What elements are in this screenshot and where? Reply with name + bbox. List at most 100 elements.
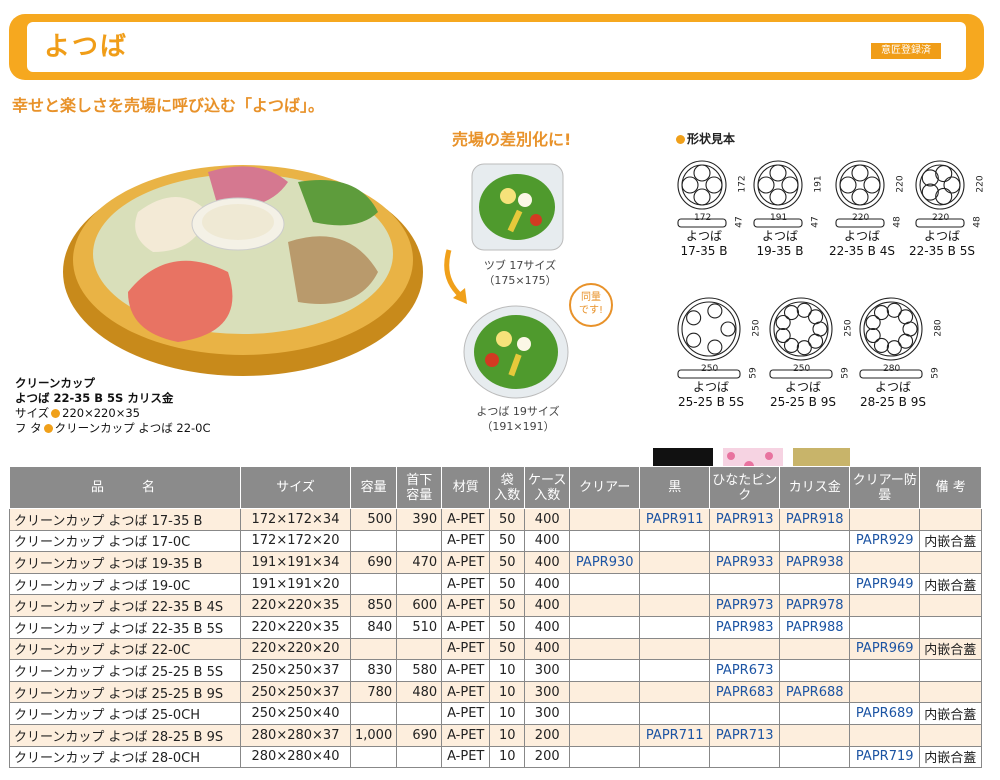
table-cell: [639, 615, 711, 639]
table-cell: A-PET: [441, 745, 491, 769]
shape-outline: [915, 160, 965, 228]
table-cell: [849, 551, 921, 574]
shape-outline: [769, 297, 833, 379]
table-cell: [919, 723, 983, 747]
table-cell: [709, 529, 781, 553]
bullet-icon: [43, 424, 53, 433]
col-black: 黒: [639, 466, 711, 509]
shape-depth: 48: [892, 216, 903, 228]
table-cell: PAPR933: [709, 551, 781, 574]
table-cell: [569, 659, 641, 682]
table-cell: クリーンカップ よつば 22-35 B 5S: [9, 615, 241, 639]
table-cell: 280×280×37: [240, 723, 351, 747]
table-row: クリーンカップ よつば 28-25 B 9S 280×280×37 1,000 690…: [9, 723, 983, 747]
shape-code: 17-35 B: [680, 244, 728, 258]
table-cell: クリーンカップ よつば 28-0CH: [9, 745, 241, 769]
col-material: 材質: [441, 466, 491, 509]
shape-label: よつば 25-25 B 5S: [668, 380, 754, 410]
item2-dims: （191×191）: [481, 420, 555, 433]
table-cell: A-PET: [441, 508, 491, 531]
table-cell: [919, 508, 983, 531]
shape-name: よつば: [685, 229, 722, 243]
table-cell: PAPR949: [849, 572, 921, 596]
shape-name: よつば: [761, 229, 798, 243]
table-cell: [779, 529, 851, 553]
table-cell: [779, 745, 851, 769]
table-cell: [569, 702, 641, 725]
caption-size-value: 220×220×35: [62, 406, 140, 420]
table-cell: 840: [349, 615, 398, 639]
table-cell: A-PET: [441, 615, 491, 639]
table-cell: 191×191×34: [240, 551, 351, 574]
table-cell: 内嵌合蓋: [919, 529, 983, 553]
table-cell: 200: [524, 745, 571, 769]
table-cell: [349, 702, 398, 725]
table-cell: PAPR918: [779, 508, 851, 531]
shape-code: 25-25 B 9S: [770, 395, 836, 409]
shape-code: 19-35 B: [756, 244, 804, 258]
table-cell: [639, 594, 711, 617]
shape-depth: 59: [840, 367, 851, 379]
table-cell: 内嵌合蓋: [919, 572, 983, 596]
item2-name: よつば 19サイズ: [476, 405, 560, 418]
table-cell: 10: [489, 659, 526, 682]
table-cell: A-PET: [441, 594, 491, 617]
table-cell: A-PET: [441, 680, 491, 704]
shape-height: 220: [975, 175, 986, 193]
table-cell: [569, 529, 641, 553]
table-cell: [396, 572, 443, 596]
table-cell: 内嵌合蓋: [919, 745, 983, 769]
table-cell: [349, 637, 398, 661]
table-cell: 50: [489, 594, 526, 617]
shape-label: よつば 25-25 B 9S: [760, 380, 846, 410]
shape-code: 22-35 B 5S: [909, 244, 975, 258]
table-cell: [639, 702, 711, 725]
table-cell: 830: [349, 659, 398, 682]
table-cell: 10: [489, 723, 526, 747]
shape-height: 250: [843, 319, 854, 337]
shape-name: よつば: [843, 229, 880, 243]
col-clear-antifog: クリアー防曇: [849, 466, 921, 509]
shape-height: 172: [737, 175, 748, 193]
table-cell: [779, 637, 851, 661]
table-cell: [569, 723, 641, 747]
table-cell: 400: [524, 551, 571, 574]
table-cell: [779, 702, 851, 725]
bullet-icon: [51, 409, 61, 418]
shape-height: 250: [751, 319, 762, 337]
shape-code: 22-35 B 4S: [829, 244, 895, 258]
table-cell: 690: [396, 723, 443, 747]
table-cell: 780: [349, 680, 398, 704]
table-cell: A-PET: [441, 551, 491, 574]
table-cell: [569, 680, 641, 704]
table-cell: 400: [524, 572, 571, 596]
table-cell: 200: [524, 723, 571, 747]
caption-lid-value: クリーンカップ よつば 22-0C: [54, 421, 211, 435]
shape-width: 172: [694, 213, 712, 223]
table-cell: [849, 659, 921, 682]
item1-dims: （175×175）: [483, 274, 557, 287]
table-row: クリーンカップ よつば 22-0C 220×220×20 A-PET 50 400 PAP…: [9, 637, 983, 661]
table-cell: クリーンカップ よつば 17-35 B: [9, 508, 241, 531]
photo-caption: クリーンカップ よつば 22-35 B 5S カリス金 サイズ 220×220×3…: [15, 376, 211, 436]
shape-depth: 48: [972, 216, 983, 228]
col-neck-capacity: 首下 容量: [396, 466, 443, 509]
table-row: クリーンカップ よつば 19-35 B 191×191×34 690 470 A-PET…: [9, 551, 983, 574]
item1-name: ツブ 17サイズ: [483, 259, 557, 272]
table-cell: [569, 615, 641, 639]
table-cell: 内嵌合蓋: [919, 637, 983, 661]
table-cell: [396, 529, 443, 553]
table-cell: [639, 572, 711, 596]
col-name: 品 名: [9, 466, 241, 509]
table-cell: 10: [489, 745, 526, 769]
shape-name: よつば: [923, 229, 960, 243]
table-cell: 400: [524, 508, 571, 531]
table-cell: PAPR983: [709, 615, 781, 639]
table-cell: [849, 508, 921, 531]
table-cell: PAPR688: [779, 680, 851, 704]
table-cell: 300: [524, 680, 571, 704]
table-cell: [639, 745, 711, 769]
table-cell: クリーンカップ よつば 28-25 B 9S: [9, 723, 241, 747]
table-row: クリーンカップ よつば 28-0CH 280×280×40 A-PET 10 200 PA…: [9, 745, 983, 769]
table-cell: PAPR713: [709, 723, 781, 747]
